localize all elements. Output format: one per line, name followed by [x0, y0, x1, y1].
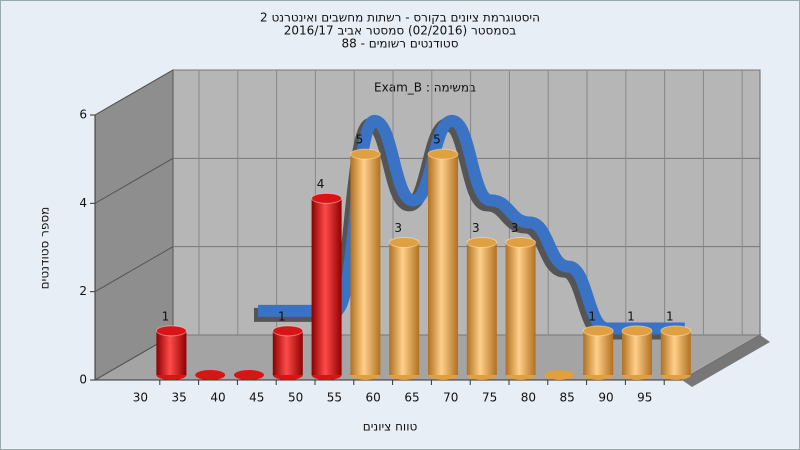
x-tick-label: 45	[249, 391, 264, 405]
floor-edge	[682, 335, 770, 387]
bar	[583, 330, 614, 375]
x-tick-label: 30	[133, 391, 148, 405]
bar-top	[466, 237, 498, 248]
bar	[272, 330, 303, 375]
y-axis-label: מספר סטודנטים	[38, 207, 52, 290]
value-label: 1	[162, 309, 170, 323]
x-tick-label: 80	[521, 391, 536, 405]
y-tick-label: 4	[79, 196, 87, 210]
title-line: היסטוגרמת ציונים בקורס - רשתות מחשבים וא…	[260, 11, 540, 25]
bar-top	[427, 148, 459, 160]
x-tick-label: 90	[598, 391, 613, 405]
bar	[428, 154, 458, 375]
bar	[466, 242, 497, 375]
x-tick-label: 75	[482, 391, 497, 405]
value-label: 3	[511, 221, 519, 235]
value-label: 5	[433, 133, 441, 147]
x-tick-label: 50	[288, 391, 303, 405]
grid-line	[94, 69, 174, 116]
value-label: 3	[394, 221, 402, 235]
x-tick-label: 95	[637, 391, 652, 405]
value-label: 1	[588, 309, 596, 323]
bar-top	[582, 325, 614, 337]
bar-top	[505, 237, 537, 248]
bar-top	[272, 325, 304, 337]
bar-bottom	[234, 370, 264, 380]
x-tick-label: 55	[327, 391, 342, 405]
x-axis-label: טווח ציונים	[363, 420, 418, 434]
value-label: 1	[666, 309, 674, 323]
title-line: סטודנטים רשומים - 88	[341, 37, 458, 51]
floor	[93, 334, 762, 381]
bar	[622, 330, 652, 375]
value-label: 4	[317, 177, 325, 191]
bar	[660, 330, 691, 375]
annotation: במשימה : Exam_B	[374, 81, 476, 95]
bar	[505, 242, 536, 375]
x-tick-label: 65	[404, 391, 419, 405]
x-tick-label: 85	[560, 391, 575, 405]
bar-top	[660, 325, 692, 337]
y-tick-label: 0	[79, 373, 87, 387]
bar-top	[155, 325, 187, 337]
bar-top	[388, 237, 420, 248]
value-label: 3	[472, 221, 480, 235]
value-label: 5	[356, 133, 364, 147]
bar	[156, 330, 187, 375]
bar-bottom	[544, 370, 575, 380]
x-tick-label: 60	[366, 391, 381, 405]
x-tick-label: 40	[210, 391, 225, 405]
y-tick-label: 2	[79, 284, 87, 298]
x-tick-label: 70	[443, 391, 458, 405]
y-tick-label: 6	[79, 108, 87, 122]
title-line: בסמסטר (02/2016) סמסטר אביב 2016/17	[284, 24, 516, 38]
bar-top	[349, 148, 381, 160]
bar	[311, 198, 342, 375]
back-wall	[172, 69, 761, 336]
grid-line	[94, 246, 174, 293]
grid-line	[94, 157, 174, 204]
bar	[389, 242, 420, 375]
x-tick-label: 35	[172, 391, 187, 405]
bar-bottom	[195, 370, 226, 380]
bar-top	[621, 325, 653, 337]
value-label: 1	[627, 309, 635, 323]
bar	[350, 154, 381, 375]
value-label: 1	[278, 309, 286, 323]
bar-top	[311, 192, 343, 204]
